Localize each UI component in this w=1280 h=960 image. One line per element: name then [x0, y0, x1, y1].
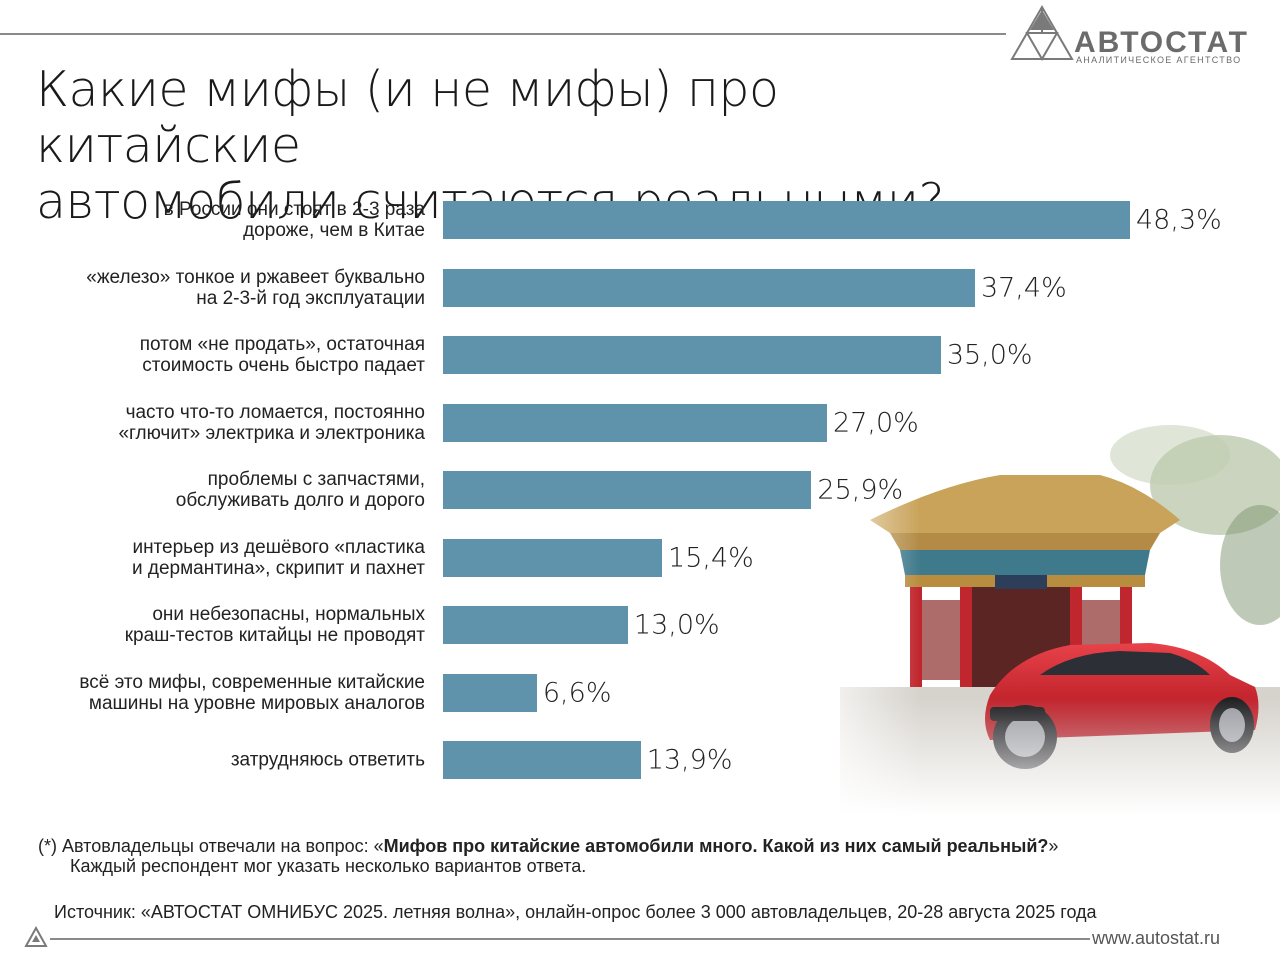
- footnote-line-2: Каждый респондент мог указать несколько …: [70, 856, 587, 876]
- bottom-divider: [50, 938, 1090, 940]
- category-label: интерьер из дешёвого «пластика и дерманти…: [20, 537, 425, 579]
- footnote: (*) Автовладельцы отвечали на вопрос: «М…: [38, 836, 1258, 876]
- value-label: 15,4%: [668, 542, 754, 573]
- category-label: потом «не продать», остаточная стоимость …: [20, 334, 425, 376]
- chart-row: всё это мифы, современные китайские машин…: [0, 663, 1280, 723]
- category-label-line: интерьер из дешёвого «пластика: [132, 536, 425, 558]
- category-label: в России они стоят в 2-3 раза дороже, чем…: [20, 199, 425, 241]
- category-label-line: они небезопасны, нормальных: [152, 604, 425, 625]
- category-label-line: «железо» тонкое и ржавеет буквально: [86, 266, 425, 288]
- footnote-suffix: »: [1048, 836, 1059, 856]
- value-label: 13,9%: [646, 744, 733, 776]
- bar: [443, 471, 812, 509]
- bar-chart: в России они стоят в 2-3 раза дороже, чем…: [0, 190, 1280, 810]
- value-label: 6,6%: [542, 677, 612, 708]
- logo-subtitle: АНАЛИТИЧЕСКОЕ АГЕНТСТВО: [1076, 55, 1242, 65]
- chart-row: в России они стоят в 2-3 раза дороже, чем…: [0, 190, 1280, 250]
- category-label: часто что-то ломается, постоянно «глючит»…: [20, 402, 425, 444]
- category-label: проблемы с запчастями, обслуживать долго …: [20, 469, 425, 511]
- chart-row: потом «не продать», остаточная стоимость …: [0, 325, 1280, 385]
- category-label-line: на 2-3-й год эксплуатации: [196, 287, 425, 309]
- footnote-line-1: (*) Автовладельцы отвечали на вопрос: «М…: [38, 836, 1258, 856]
- category-label-line: «глючит» электрика и электроника: [118, 422, 425, 444]
- value-label: 37,4%: [980, 272, 1067, 303]
- category-label-line: часто что-то ломается, постоянно: [125, 401, 425, 423]
- logo-triangle-icon: [1010, 4, 1074, 62]
- bar: [443, 538, 663, 577]
- value-label: 48,3%: [1136, 204, 1222, 236]
- category-label: всё это мифы, современные китайские машин…: [20, 672, 425, 714]
- chart-row: затрудняюсь ответить 13,9%: [0, 730, 1280, 790]
- footnote-prefix: (*) Автовладельцы отвечали на вопрос: «: [38, 836, 384, 856]
- category-label: затрудняюсь ответить: [20, 750, 425, 771]
- category-label: они небезопасны, нормальных краш-тестов к…: [20, 604, 425, 646]
- category-label-line: проблемы с запчастями,: [207, 469, 425, 490]
- category-label-line: дороже, чем в Китае: [243, 220, 425, 241]
- bar: [443, 741, 641, 779]
- bar: [443, 403, 828, 442]
- bar: [443, 201, 1130, 239]
- category-label-line: краш-тестов китайцы не проводят: [124, 625, 425, 646]
- footnote-question: Мифов про китайские автомобили много. Ка…: [383, 836, 1049, 856]
- category-label-line: потом «не продать», остаточная: [139, 334, 425, 355]
- value-label: 35,0%: [946, 339, 1033, 371]
- category-label-line: затрудняюсь ответить: [230, 749, 425, 771]
- value-label: 27,0%: [833, 407, 919, 438]
- category-label: «железо» тонкое и ржавеет буквально на 2-…: [20, 267, 425, 309]
- website-link[interactable]: www.autostat.ru: [1092, 928, 1221, 948]
- category-label-line: стоимость очень быстро падает: [142, 355, 425, 376]
- bar: [443, 336, 941, 374]
- category-label-line: в России они стоят в 2-3 раза: [163, 199, 425, 220]
- value-label: 13,0%: [633, 609, 720, 641]
- bar: [443, 673, 537, 712]
- bar: [443, 268, 975, 307]
- category-label-line: обслуживать долго и дорого: [175, 490, 425, 511]
- title-line-1: Какие мифы (и не мифы) про китайские: [36, 61, 779, 174]
- pagoda-car-illustration: [800, 425, 1280, 815]
- autostat-logo[interactable]: АВТОСТАТ АНАЛИТИЧЕСКОЕ АГЕНТСТВО: [1008, 4, 1274, 66]
- chart-row: часто что-то ломается, постоянно «глючит»…: [0, 393, 1280, 453]
- category-label-line: машины на уровне мировых аналогов: [88, 692, 425, 714]
- top-divider: [0, 33, 1006, 35]
- value-label: 25,9%: [817, 474, 904, 506]
- chart-row: проблемы с запчастями, обслуживать долго …: [0, 460, 1280, 520]
- bar: [443, 606, 628, 644]
- category-label-line: и дермантина», скрипит и пахнет: [132, 557, 425, 579]
- logo-name: АВТОСТАТ: [1074, 26, 1249, 59]
- category-label-line: всё это мифы, современные китайские: [79, 671, 425, 693]
- source-note: Источник: «АВТОСТАТ ОМНИБУС 2025. летняя…: [54, 902, 1097, 922]
- chart-row: интерьер из дешёвого «пластика и дерманти…: [0, 528, 1280, 588]
- chart-row: они небезопасны, нормальных краш-тестов к…: [0, 595, 1280, 655]
- chart-row: «железо» тонкое и ржавеет буквально на 2-…: [0, 258, 1280, 318]
- small-logo-icon: [24, 926, 48, 947]
